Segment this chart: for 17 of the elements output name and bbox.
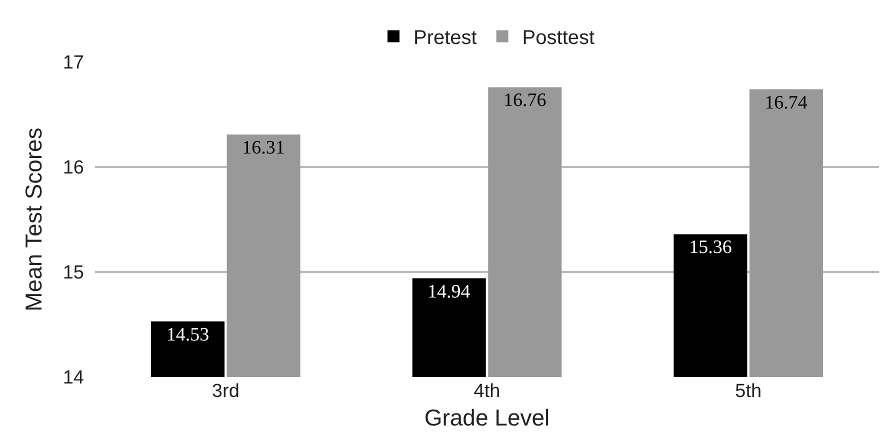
legend-label: Pretest: [414, 27, 478, 49]
y-tick-label: 15: [62, 262, 84, 284]
data-label: 16.76: [504, 90, 546, 112]
data-label: 16.74: [764, 92, 808, 114]
x-tick-label: 5th: [735, 381, 762, 402]
legend-label: Posttest: [522, 27, 595, 49]
y-tick-label: 14: [62, 368, 84, 389]
y-axis-title: Mean Test Scores: [20, 128, 46, 312]
data-label: 15.36: [689, 237, 732, 258]
data-label: 16.31: [242, 137, 285, 158]
y-tick-label: 17: [62, 52, 84, 74]
x-axis-title: Grade Level: [424, 404, 550, 431]
data-label: 14.53: [166, 324, 210, 346]
y-tick-label: 16: [62, 158, 84, 179]
data-label: 14.94: [427, 281, 471, 302]
x-tick-label: 3rd: [212, 381, 240, 402]
x-tick-label: 4th: [474, 381, 500, 402]
